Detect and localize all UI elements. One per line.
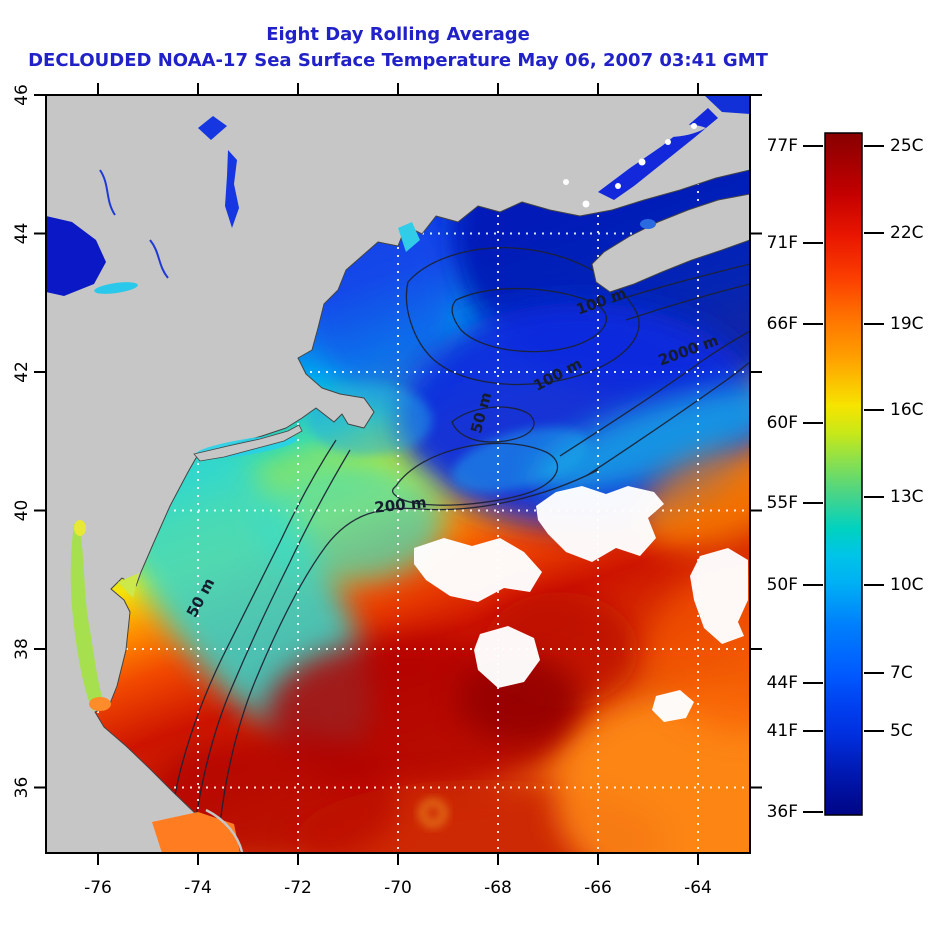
x-axis-labels: -76 -74 -72 -70 -68 -66 -64 bbox=[84, 878, 712, 898]
warm-eddy-ring bbox=[420, 800, 446, 826]
chesapeake-head bbox=[74, 520, 86, 536]
chart-title-line2: DECLOUDED NOAA-17 Sea Surface Temperatur… bbox=[28, 50, 768, 71]
contour-label-200m: 200 m bbox=[374, 493, 428, 516]
long-island bbox=[193, 424, 303, 462]
cb-label-44f: 44F bbox=[767, 673, 798, 693]
cb-label-71f: 71F bbox=[767, 233, 798, 253]
cb-label-66f: 66F bbox=[767, 314, 798, 334]
lake-champlain bbox=[225, 150, 239, 228]
axis-ticks bbox=[34, 83, 762, 865]
y-tick-label-38: 38 bbox=[12, 638, 32, 660]
lake-ontario bbox=[46, 216, 106, 296]
cb-label-25c: 25C bbox=[890, 136, 924, 156]
map-plot-area: 50 m 50 m 100 m 100 m 200 m 2000 m bbox=[46, 95, 750, 853]
contour-basin-inner bbox=[451, 287, 608, 353]
nova-scotia bbox=[591, 193, 750, 293]
cb-label-77f: 77F bbox=[767, 136, 798, 156]
y-tick-label-44: 44 bbox=[12, 223, 32, 245]
x-tick-label-72: -72 bbox=[284, 878, 312, 898]
x-tick-label-64: -64 bbox=[684, 878, 712, 898]
chart-title-line1: Eight Day Rolling Average bbox=[266, 24, 530, 45]
colorbar-celsius-labels: 25C 22C 19C 16C 13C 10C 7C 5C bbox=[890, 136, 924, 741]
x-tick-label-76: -76 bbox=[84, 878, 112, 898]
x-tick-label-68: -68 bbox=[484, 878, 512, 898]
colorbar-ticks bbox=[803, 145, 884, 813]
colorbar-gradient bbox=[824, 132, 863, 816]
y-tick-label-42: 42 bbox=[12, 361, 32, 383]
y-axis-labels: 46 44 42 40 38 36 bbox=[12, 84, 32, 798]
x-tick-label-70: -70 bbox=[384, 878, 412, 898]
finger-lakes-streak bbox=[94, 282, 138, 294]
contour-100m-gulf-of-maine bbox=[405, 247, 640, 386]
cb-label-22c: 22C bbox=[890, 223, 924, 243]
contour-scotian-shelf-a bbox=[611, 263, 750, 303]
nova-scotia-lake bbox=[640, 219, 656, 229]
cb-label-41f: 41F bbox=[767, 721, 798, 741]
cb-label-13c: 13C bbox=[890, 487, 924, 507]
mainland-northeast-us bbox=[46, 95, 750, 853]
cb-label-10c: 10C bbox=[890, 575, 924, 595]
x-tick-label-66: -66 bbox=[584, 878, 612, 898]
contour-1000m bbox=[585, 361, 750, 477]
chesapeake-bay-water bbox=[70, 522, 105, 711]
y-tick-label-40: 40 bbox=[12, 500, 32, 522]
cb-label-55f: 55F bbox=[767, 493, 798, 513]
y-tick-label-46: 46 bbox=[12, 84, 32, 106]
contour-georges-outer bbox=[391, 442, 558, 506]
contour-50m-georges-bank bbox=[451, 406, 535, 443]
river-2 bbox=[149, 239, 169, 279]
colorbar-fahrenheit-labels: 77F 71F 66F 60F 55F 50F 44F 41F 36F bbox=[767, 136, 798, 822]
chesapeake-mouth-warm bbox=[89, 697, 111, 711]
cloud-mask bbox=[414, 96, 748, 722]
gulf-st-lawrence-corner-water bbox=[704, 95, 750, 114]
y-tick-label-36: 36 bbox=[12, 777, 32, 799]
cb-label-36f: 36F bbox=[767, 802, 798, 822]
penobscot-bay-water bbox=[398, 222, 420, 252]
contour-200m-shelfbreak bbox=[216, 469, 599, 853]
cb-label-19c: 19C bbox=[890, 314, 924, 334]
inland-lake bbox=[198, 116, 227, 140]
colorbar: 77F 71F 66F 60F 55F 50F 44F 41F 36F 25C … bbox=[767, 132, 924, 822]
contour-50m-coastal bbox=[165, 439, 337, 853]
river-1 bbox=[99, 169, 116, 216]
cb-label-16c: 16C bbox=[890, 400, 924, 420]
x-tick-label-74: -74 bbox=[184, 878, 212, 898]
delaware-bay-water bbox=[118, 573, 139, 598]
cb-label-50f: 50F bbox=[767, 575, 798, 595]
cb-label-5c: 5C bbox=[890, 721, 913, 741]
pamlico-sound-water bbox=[152, 812, 240, 853]
bathymetry-contours bbox=[165, 247, 750, 853]
contour-scotian-shelf-b bbox=[625, 283, 750, 321]
cb-label-60f: 60F bbox=[767, 413, 798, 433]
outer-banks bbox=[205, 808, 244, 853]
land-layer bbox=[46, 95, 750, 853]
cb-label-7c: 7C bbox=[890, 663, 913, 683]
coastal-ice-flecks bbox=[563, 123, 697, 208]
